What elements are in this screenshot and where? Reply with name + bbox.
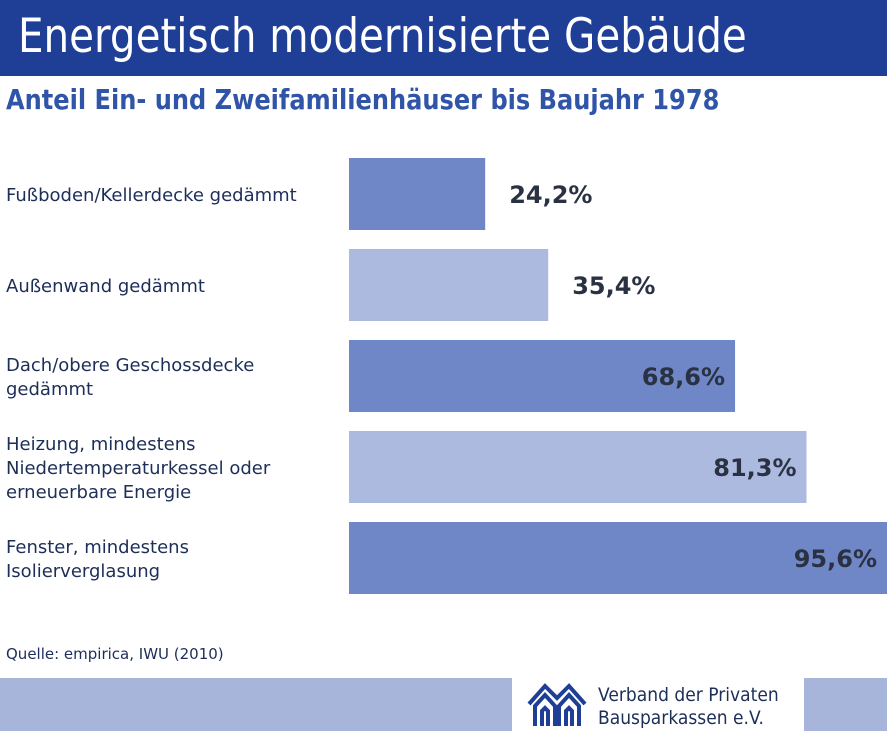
bar-value-label-1: 24,2% <box>509 181 592 209</box>
bar-3 <box>349 340 736 412</box>
bar-value-label-3: 68,6% <box>642 363 725 391</box>
bar-5 <box>349 522 887 594</box>
chart-subtitle: Anteil Ein- und Zweifamilienhäuser bis B… <box>6 83 720 116</box>
organization-name-line2: Bausparkassen e.V. <box>598 707 764 729</box>
footer-band-right <box>804 678 887 731</box>
bar-1 <box>349 158 486 230</box>
bar-value-label-5: 95,6% <box>794 545 877 573</box>
bar-chart: 24,2% 35,4% 68,6% 81,3% 95,6% <box>349 158 887 594</box>
bar-value-label-2: 35,4% <box>572 272 655 300</box>
bar-4 <box>349 431 807 503</box>
category-label-4: Heizung, mindestens Niedertemperaturkess… <box>6 434 271 503</box>
bar-2 <box>349 249 549 321</box>
title-bar: Energetisch modernisierte Gebäude <box>0 0 887 76</box>
house-logo-icon <box>527 683 587 726</box>
bar-value-label-4: 81,3% <box>713 454 796 482</box>
source-note: Quelle: empirica, IWU (2010) <box>6 645 224 663</box>
category-label-3: Dach/obere Geschossdecke gedämmt <box>6 355 255 400</box>
category-label-5: Fenster, mindestens Isolierverglasung <box>6 537 189 582</box>
category-label-1: Fußboden/Kellerdecke gedämmt <box>6 185 297 206</box>
footer-band-left <box>0 678 512 731</box>
organization-name-line1: Verband der Privaten <box>598 684 779 706</box>
chart-title: Energetisch modernisierte Gebäude <box>18 9 747 64</box>
category-label-2: Außenwand gedämmt <box>6 276 205 297</box>
